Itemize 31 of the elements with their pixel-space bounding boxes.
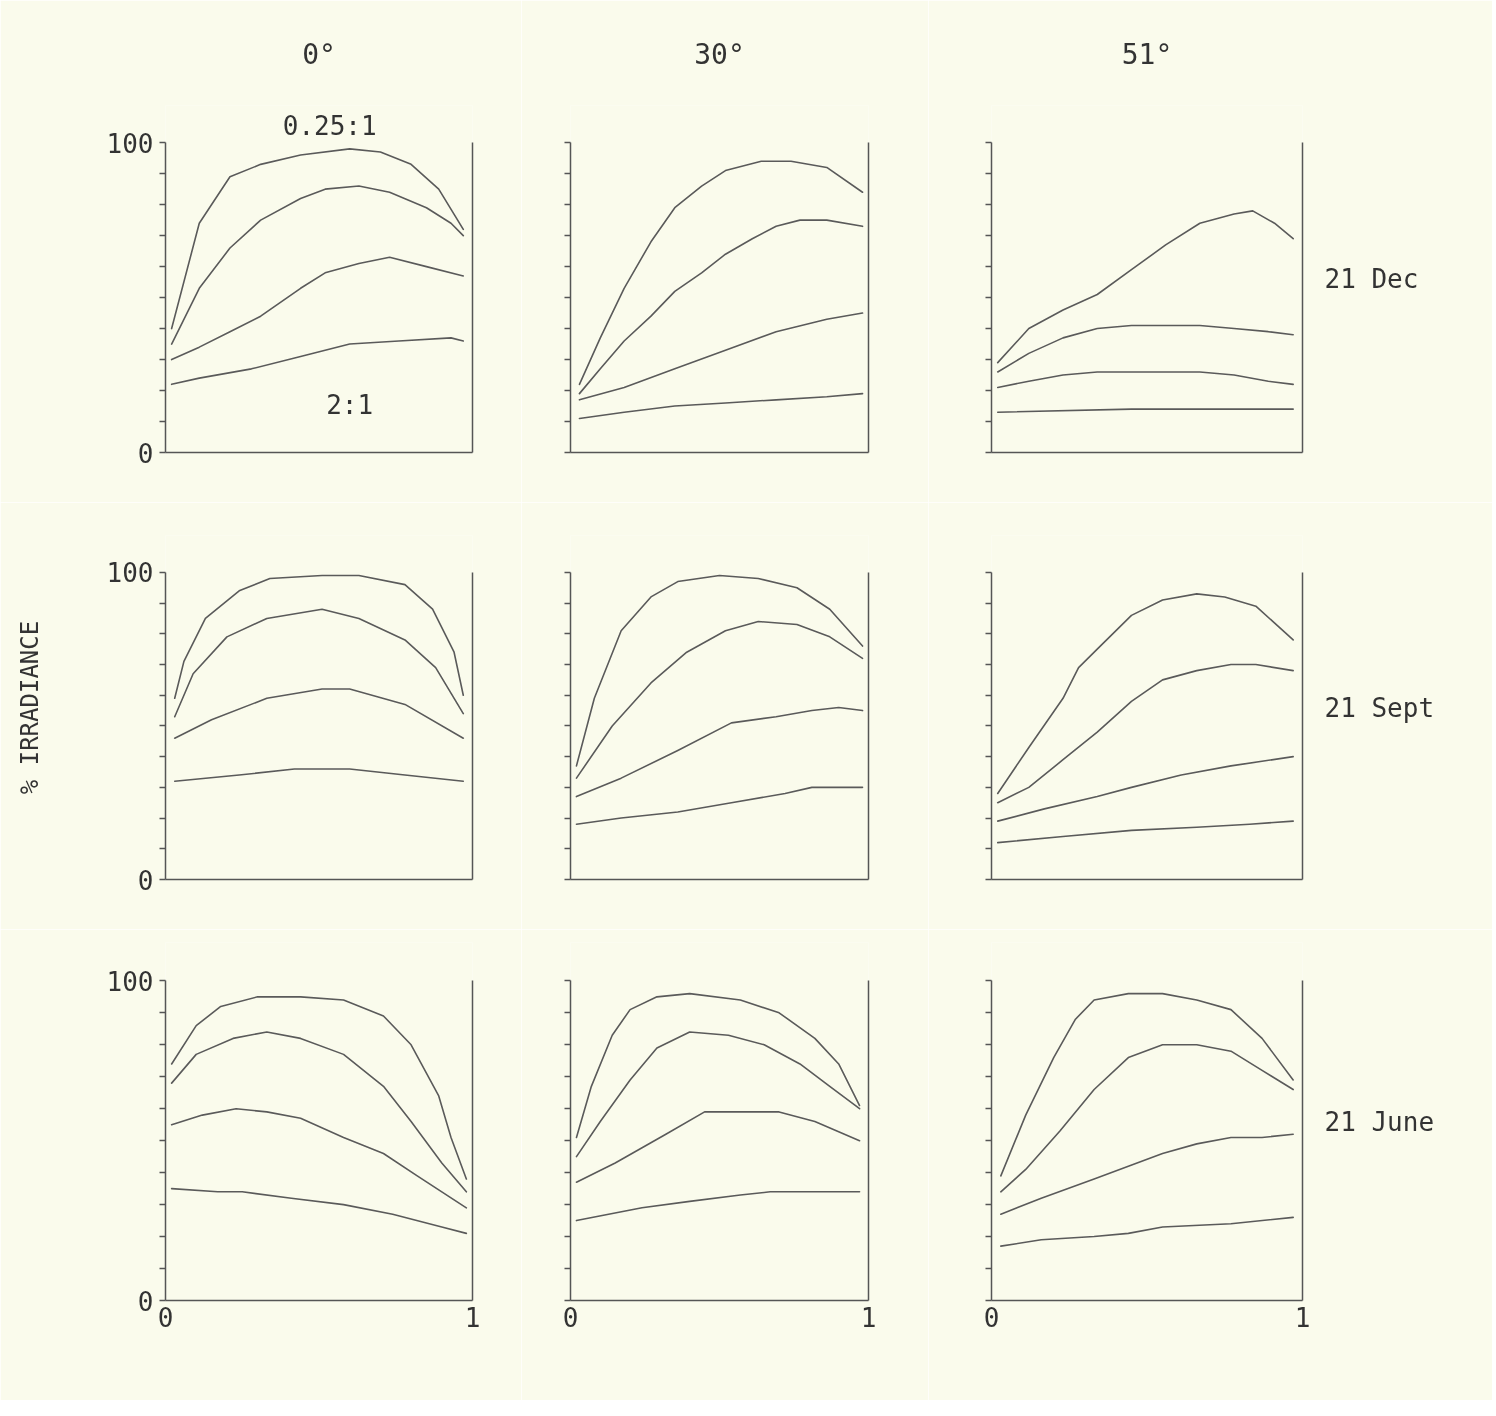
- line-series: [173, 574, 465, 700]
- series-label: 0.25:1: [282, 110, 377, 141]
- line-series: [170, 1107, 468, 1209]
- x-tick-label: 0: [562, 1302, 579, 1333]
- x-tick-label: 1: [464, 1302, 481, 1333]
- y-axis-title: % IRRADIANCE: [15, 620, 44, 795]
- y-tick-label: 100: [106, 966, 154, 997]
- x-tick-label: 0: [157, 1302, 174, 1333]
- chart-title: 51°: [1121, 37, 1173, 71]
- text: 21 June: [1324, 1106, 1435, 1137]
- x-tick-label: 1: [860, 1302, 877, 1333]
- x-tick-label: 0: [983, 1302, 1000, 1333]
- line-series: [170, 1031, 468, 1193]
- line-series: [170, 148, 465, 330]
- y-tick-label: 100: [106, 558, 154, 589]
- line-series: [170, 185, 465, 345]
- line-series: [170, 256, 465, 361]
- y-tick-label: 0: [137, 865, 154, 896]
- line-series: [170, 1187, 468, 1235]
- chart-title: 30°: [694, 37, 745, 71]
- series-label: 2:1: [326, 390, 374, 421]
- text: 21 Sept: [1324, 692, 1435, 723]
- y-tick-label: 100: [106, 128, 154, 159]
- y-tick-label: 0: [137, 438, 154, 469]
- line-series: [173, 688, 465, 740]
- line-series: [170, 337, 465, 386]
- line-series: [170, 996, 468, 1180]
- line-series: [173, 608, 465, 718]
- x-tick-label: 1: [1294, 1302, 1311, 1333]
- chart-title: 0°: [302, 37, 336, 71]
- text: 21 Dec: [1324, 264, 1419, 294]
